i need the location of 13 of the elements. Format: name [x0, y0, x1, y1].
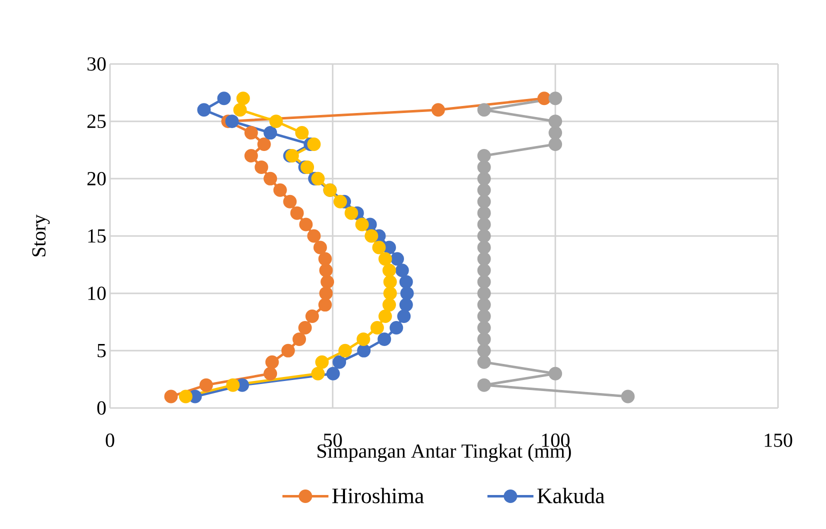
x-tick-label: 150 [764, 434, 792, 447]
y-axis-title: Story [32, 214, 50, 256]
y-tick-label: 25 [87, 114, 106, 128]
y-tick-label: 0 [97, 401, 106, 415]
y-tick-label: 15 [88, 229, 106, 243]
legend-label: Hiroshima [332, 488, 424, 504]
y-tick-label: 20 [87, 172, 106, 186]
y-tick-label: 10 [88, 286, 106, 300]
x-tick-label: 0 [106, 434, 114, 447]
legend-label: Kakuda [537, 488, 605, 504]
y-tick-label: 5 [98, 344, 106, 358]
y-tick-label: 30 [88, 57, 106, 71]
x-tick-label: 50 [324, 434, 342, 447]
